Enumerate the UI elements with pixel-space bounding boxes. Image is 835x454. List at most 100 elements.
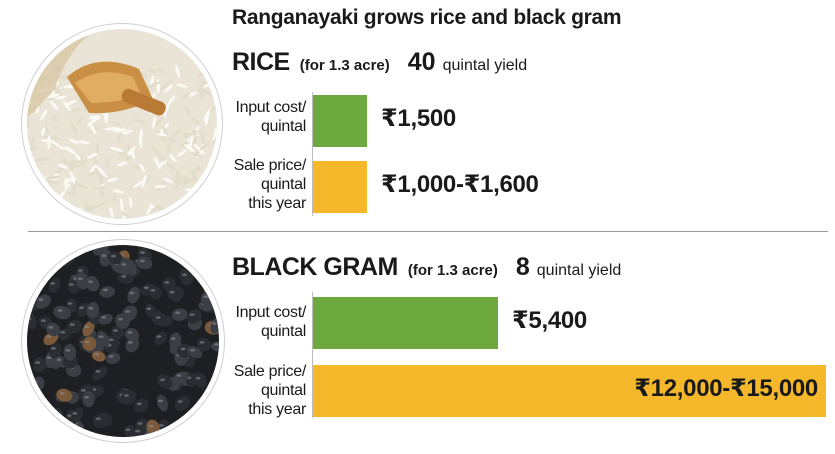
bean-highlight bbox=[180, 347, 186, 351]
bean-highlight bbox=[195, 376, 201, 380]
black-gram-bean bbox=[124, 327, 140, 342]
rice-grain bbox=[55, 95, 67, 100]
rice-grain bbox=[151, 146, 160, 155]
rice-grain bbox=[167, 95, 176, 106]
rice-grain bbox=[160, 80, 172, 91]
rice-input-cost-value: ₹1,500 bbox=[381, 105, 456, 132]
black-gram-bean bbox=[174, 396, 191, 411]
black-gram-bean bbox=[70, 407, 84, 424]
chart-title: Ranganayaki grows rice and black gram bbox=[232, 6, 622, 29]
bean-highlight bbox=[38, 298, 44, 301]
rice-grain bbox=[154, 184, 166, 189]
rice-grain bbox=[200, 88, 204, 100]
crop-yield-unit: quintal yield bbox=[536, 262, 622, 279]
rice-grain bbox=[157, 153, 166, 162]
rice-grain bbox=[174, 169, 180, 181]
rice-grain bbox=[109, 146, 124, 152]
rice-grain bbox=[116, 161, 128, 167]
rice-grain bbox=[78, 140, 90, 145]
black-gram-axis-line bbox=[312, 292, 313, 418]
rice-grain bbox=[192, 134, 198, 146]
bean-highlight bbox=[214, 343, 219, 346]
bean-highlight bbox=[160, 378, 166, 382]
rice-grain bbox=[123, 150, 129, 162]
black-gram-bean bbox=[27, 274, 38, 289]
black-gram-bean bbox=[203, 262, 217, 277]
black-gram-bean bbox=[115, 313, 130, 329]
rice-grain bbox=[183, 174, 189, 188]
rice-grain bbox=[40, 109, 48, 121]
black-gram-bean bbox=[41, 406, 55, 423]
rice-grain bbox=[89, 162, 100, 173]
bean-highlight bbox=[113, 329, 118, 332]
bean-highlight bbox=[67, 302, 73, 305]
rice-sale-price-value: ₹1,000-₹1,600 bbox=[381, 171, 539, 198]
bean-highlight bbox=[173, 428, 178, 432]
bean-highlight bbox=[50, 282, 56, 285]
bean-highlight bbox=[39, 273, 45, 276]
bean-highlight bbox=[124, 394, 130, 397]
black-gram-sale-price-label: Sale price/ quintal this year bbox=[186, 362, 307, 419]
bean-highlight bbox=[57, 309, 63, 312]
rice-grain bbox=[146, 67, 156, 74]
bean-highlight bbox=[84, 340, 90, 344]
bean-highlight bbox=[87, 280, 93, 283]
rice-grain bbox=[47, 135, 51, 150]
bean-highlight bbox=[199, 341, 205, 344]
bean-highlight bbox=[108, 355, 114, 358]
black-gram-bean bbox=[32, 357, 47, 373]
rice-grain bbox=[146, 204, 152, 215]
bean-highlight bbox=[88, 306, 94, 310]
rice-grain bbox=[30, 179, 41, 189]
rice-input-cost-bar bbox=[313, 95, 367, 147]
rice-grain bbox=[113, 189, 125, 194]
rice-grain bbox=[99, 188, 106, 199]
bean-highlight bbox=[46, 418, 52, 422]
black-gram-bean bbox=[86, 301, 100, 319]
bean-highlight bbox=[121, 263, 127, 266]
rice-grain bbox=[51, 113, 58, 124]
bean-highlight bbox=[40, 319, 46, 322]
bean-highlight bbox=[163, 428, 169, 431]
black-gram-section-header: BLACK GRAM (for 1.3 acre) 8 quintal yiel… bbox=[232, 253, 621, 282]
black-gram-bean bbox=[31, 259, 47, 274]
rice-grain bbox=[106, 177, 119, 182]
black-gram-bean bbox=[125, 336, 140, 353]
black-gram-sale-price-value: ₹12,000-₹15,000 bbox=[634, 375, 818, 402]
rice-grain bbox=[117, 133, 122, 143]
bean-highlight bbox=[183, 257, 189, 260]
bean-highlight bbox=[146, 307, 152, 310]
rice-grain bbox=[212, 67, 217, 75]
rice-grain bbox=[163, 84, 173, 93]
rice-grain bbox=[162, 125, 169, 136]
bean-highlight bbox=[28, 381, 34, 385]
rice-grain bbox=[57, 163, 69, 169]
rice-grain bbox=[139, 163, 145, 173]
black-gram-bean bbox=[107, 251, 124, 265]
rice-grain bbox=[197, 80, 205, 93]
rice-grain bbox=[34, 157, 50, 162]
rice-grain bbox=[50, 211, 60, 218]
rice-grain bbox=[176, 149, 187, 157]
rice-grain bbox=[110, 121, 123, 127]
rice-grain bbox=[120, 212, 133, 218]
black-gram-bean bbox=[208, 267, 219, 282]
black-gram-bean bbox=[119, 257, 133, 276]
rice-grain bbox=[32, 66, 36, 83]
rice-grain bbox=[94, 167, 102, 180]
black-gram-bean bbox=[48, 277, 61, 293]
rice-grain bbox=[165, 137, 179, 143]
bean-highlight bbox=[77, 269, 83, 272]
black-gram-bean bbox=[82, 336, 97, 351]
black-gram-bean bbox=[127, 286, 140, 304]
bean-highlight bbox=[175, 311, 181, 314]
bean-highlight bbox=[137, 422, 143, 425]
rice-grain bbox=[165, 141, 171, 155]
rice-grain bbox=[128, 196, 133, 208]
bean-highlight bbox=[148, 424, 154, 428]
rice-grain bbox=[64, 100, 77, 106]
bean-highlight bbox=[158, 399, 163, 403]
black-gram-input-cost-label: Input cost/ quintal bbox=[186, 303, 306, 341]
rice-grain bbox=[69, 138, 79, 144]
rice-section-header: RICE (for 1.3 acre) 40 quintal yield bbox=[232, 48, 527, 77]
